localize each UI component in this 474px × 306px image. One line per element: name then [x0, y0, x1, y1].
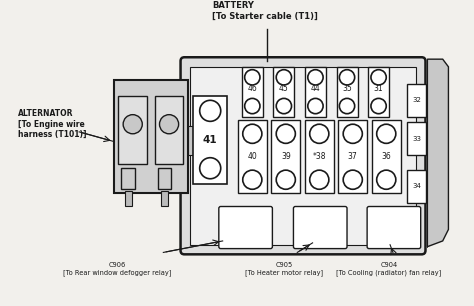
Circle shape: [308, 70, 323, 85]
Circle shape: [200, 100, 221, 121]
Text: 32: 32: [412, 97, 421, 103]
Bar: [238, 120, 267, 193]
Bar: [125, 191, 132, 207]
Circle shape: [276, 170, 295, 189]
Bar: [407, 84, 427, 117]
Text: ALTERNATOR
[To Engine wire
harness (T101)]: ALTERNATOR [To Engine wire harness (T101…: [18, 109, 86, 139]
Circle shape: [377, 170, 396, 189]
Circle shape: [243, 170, 262, 189]
Circle shape: [343, 170, 362, 189]
Text: 37: 37: [348, 152, 358, 161]
Text: C904
[To Cooling (radiator) fan relay]: C904 [To Cooling (radiator) fan relay]: [337, 262, 442, 276]
Text: 41: 41: [203, 135, 218, 144]
Text: BATTERY
[To Starter cable (T1)]: BATTERY [To Starter cable (T1)]: [212, 2, 318, 21]
Bar: [157, 168, 171, 189]
Text: 44: 44: [310, 84, 320, 93]
Circle shape: [276, 124, 295, 143]
Circle shape: [200, 158, 221, 179]
Circle shape: [123, 115, 142, 134]
Circle shape: [339, 99, 355, 114]
Text: 31: 31: [374, 84, 383, 93]
FancyBboxPatch shape: [367, 207, 421, 248]
Text: 40: 40: [247, 152, 257, 161]
Text: 45: 45: [279, 84, 289, 93]
Bar: [121, 168, 135, 189]
Text: 46: 46: [247, 84, 257, 93]
Circle shape: [371, 99, 386, 114]
Bar: [337, 67, 357, 117]
Circle shape: [339, 70, 355, 85]
Bar: [242, 67, 263, 117]
Bar: [272, 120, 300, 193]
Text: 33: 33: [412, 136, 421, 142]
Polygon shape: [428, 59, 448, 247]
Bar: [407, 122, 427, 155]
Bar: [155, 95, 183, 164]
Bar: [190, 67, 416, 245]
Circle shape: [308, 99, 323, 114]
Bar: [338, 120, 367, 193]
Text: C905
[To Heater motor relay]: C905 [To Heater motor relay]: [245, 262, 323, 276]
Circle shape: [245, 99, 260, 114]
Text: *38: *38: [312, 152, 326, 161]
Bar: [193, 95, 228, 184]
Circle shape: [343, 124, 362, 143]
Circle shape: [377, 124, 396, 143]
Circle shape: [310, 124, 329, 143]
Bar: [305, 67, 326, 117]
Circle shape: [310, 170, 329, 189]
Circle shape: [276, 70, 292, 85]
Bar: [372, 120, 401, 193]
Bar: [188, 126, 198, 155]
Bar: [273, 67, 294, 117]
Circle shape: [371, 70, 386, 85]
Text: 39: 39: [281, 152, 291, 161]
Text: 35: 35: [342, 84, 352, 93]
FancyBboxPatch shape: [181, 57, 426, 254]
Circle shape: [160, 115, 179, 134]
Circle shape: [243, 124, 262, 143]
Text: C906
[To Rear window defogger relay]: C906 [To Rear window defogger relay]: [63, 262, 172, 276]
Bar: [162, 191, 168, 207]
Circle shape: [276, 99, 292, 114]
Bar: [118, 95, 147, 164]
FancyBboxPatch shape: [293, 207, 347, 248]
FancyBboxPatch shape: [219, 207, 273, 248]
Bar: [407, 170, 427, 203]
Bar: [305, 120, 334, 193]
Circle shape: [245, 70, 260, 85]
Text: 34: 34: [412, 183, 421, 189]
Bar: [368, 67, 389, 117]
Text: 36: 36: [382, 152, 391, 161]
Bar: [114, 80, 188, 193]
